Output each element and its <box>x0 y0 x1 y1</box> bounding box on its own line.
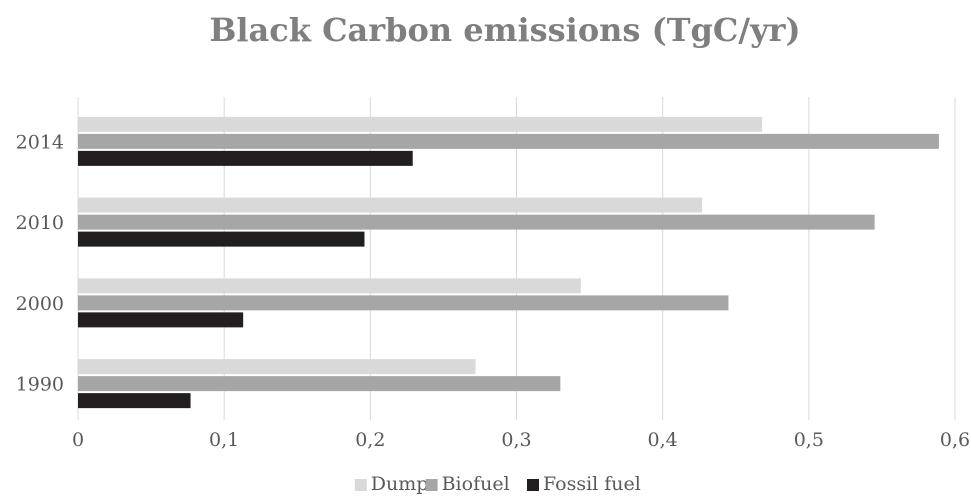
bar-biofuel-1990 <box>78 376 561 392</box>
chart-title: Black Carbon emissions (TgC/yr) <box>209 11 800 49</box>
x-tick-label: 0,3 <box>501 429 531 451</box>
bar-dump-2014 <box>78 116 763 132</box>
legend-label-dump: Dump <box>371 473 429 495</box>
bar-dump-2010 <box>78 197 703 213</box>
legend-swatch-biofuel <box>425 479 438 491</box>
bar-dump-2000 <box>78 278 581 294</box>
x-tick-label: 0 <box>72 429 84 451</box>
bar-biofuel-2010 <box>78 214 875 230</box>
bar-fossil-fuel-1990 <box>78 393 191 409</box>
y-axis-labels: 1990 2000 2010 2014 <box>16 131 64 395</box>
legend: Dump Biofuel Fossil fuel <box>354 473 641 495</box>
y-tick-label: 1990 <box>16 374 64 396</box>
y-tick-label: 2000 <box>16 293 64 315</box>
gridlines <box>77 97 956 420</box>
bar-fossil-fuel-2010 <box>78 231 365 247</box>
legend-label-fossil-fuel: Fossil fuel <box>543 473 641 495</box>
bars <box>78 116 939 409</box>
bar-fossil-fuel-2014 <box>78 150 413 166</box>
bar-biofuel-2000 <box>78 295 729 311</box>
legend-swatch-dump <box>354 479 367 491</box>
legend-swatch-fossil-fuel <box>527 479 539 491</box>
bar-fossil-fuel-2000 <box>78 312 244 328</box>
legend-label-biofuel: Biofuel <box>442 473 510 495</box>
y-tick-label: 2014 <box>16 131 64 153</box>
x-tick-label: 0,4 <box>648 429 678 451</box>
x-tick-label: 0,1 <box>209 429 239 451</box>
x-tick-label: 0,2 <box>355 429 385 451</box>
x-tick-label: 0,6 <box>940 429 970 451</box>
x-axis-labels: 0 0,1 0,2 0,3 0,4 0,5 0,6 <box>72 429 970 451</box>
bar-dump-1990 <box>78 359 476 375</box>
x-tick-label: 0,5 <box>794 429 824 451</box>
bar-biofuel-2014 <box>78 133 939 149</box>
y-tick-label: 2010 <box>16 212 64 234</box>
